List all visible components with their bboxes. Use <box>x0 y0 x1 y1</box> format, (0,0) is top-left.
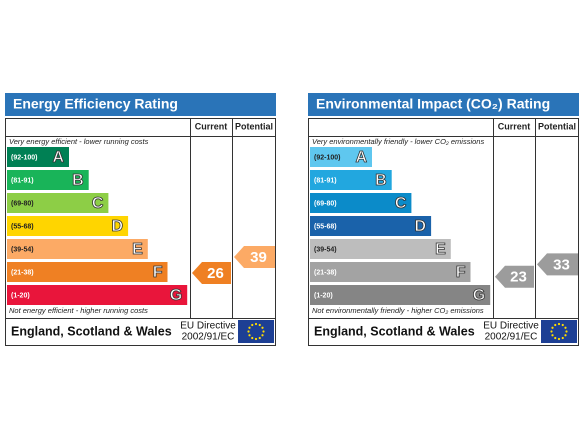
panel-title: Environmental Impact (CO₂) Rating <box>316 96 550 112</box>
band <box>310 147 372 167</box>
eu-star <box>251 323 254 327</box>
eu-star <box>248 326 251 329</box>
eu-star <box>262 330 265 333</box>
rating-arrow <box>495 265 534 288</box>
rating-arrow <box>192 262 231 285</box>
band-letter: G <box>473 287 485 304</box>
band-letter: G <box>170 287 182 304</box>
eu-star <box>565 330 568 333</box>
band-letter: F <box>456 264 466 281</box>
eu-star <box>554 336 557 340</box>
eu-star <box>254 322 258 326</box>
band-letter: E <box>435 241 446 258</box>
eu-star <box>247 330 250 333</box>
band-range: (92-100) <box>11 154 37 161</box>
top-note: Very energy efficient - lower running co… <box>9 137 149 146</box>
region: England, Scotland & Wales <box>11 324 172 338</box>
eu-star <box>554 323 557 327</box>
band-letter: D <box>112 218 124 235</box>
panel-title: Energy Efficiency Rating <box>13 96 178 112</box>
band <box>7 193 109 213</box>
panel-box <box>308 118 579 346</box>
eu-star <box>261 334 264 337</box>
column-header: Current <box>195 121 228 131</box>
band-range: (81-91) <box>314 177 337 184</box>
band-range: (21-38) <box>314 269 337 276</box>
title-bar <box>5 93 276 116</box>
rating-value: 33 <box>553 256 570 273</box>
eu-star <box>550 330 553 333</box>
band <box>310 170 392 190</box>
eu-star <box>564 334 567 337</box>
rating-arrow <box>234 246 275 269</box>
column-header: Current <box>498 121 531 131</box>
band-range: (21-38) <box>11 269 34 276</box>
directive: 2002/91/EC <box>182 332 235 343</box>
band-range: (39-54) <box>11 246 34 253</box>
band <box>7 262 168 282</box>
top-note: Very environmentally friendly - lower CO… <box>312 137 484 146</box>
eu-star <box>557 322 561 326</box>
band-letter: B <box>375 172 387 189</box>
band-range: (39-54) <box>314 246 337 253</box>
column-header: Potential <box>235 121 273 131</box>
rating-value: 26 <box>207 265 224 282</box>
band <box>7 285 188 305</box>
column-header: Potential <box>538 121 576 131</box>
band <box>7 147 69 167</box>
band <box>7 216 129 236</box>
band <box>310 216 432 236</box>
band <box>310 239 451 259</box>
eu-star <box>251 336 254 340</box>
eu-flag <box>541 320 577 343</box>
eu-star <box>258 323 261 327</box>
eu-star <box>258 336 261 340</box>
rating-value: 39 <box>250 249 267 266</box>
band <box>310 262 471 282</box>
band-letter: C <box>395 195 407 212</box>
rating-value: 23 <box>510 269 527 286</box>
band-letter: A <box>52 149 64 166</box>
band-range: (55-68) <box>11 223 34 230</box>
band-letter: C <box>92 195 104 212</box>
eu-star <box>248 334 251 337</box>
band-range: (92-100) <box>314 154 340 161</box>
band <box>7 170 89 190</box>
eu-star <box>564 326 567 329</box>
band-letter: B <box>72 172 84 189</box>
band-range: (81-91) <box>11 177 34 184</box>
eu-star <box>561 323 564 327</box>
band-letter: F <box>153 264 163 281</box>
band <box>310 285 491 305</box>
eu-flag <box>238 320 274 343</box>
band-letter: A <box>355 149 367 166</box>
eu-star <box>551 334 554 337</box>
eu-star <box>557 337 561 341</box>
band-range: (55-68) <box>314 223 337 230</box>
band-letter: D <box>415 218 427 235</box>
band <box>310 193 412 213</box>
bottom-note: Not energy efficient - higher running co… <box>9 306 148 315</box>
bottom-note: Not environmentally friendly - higher CO… <box>312 306 484 315</box>
title-bar <box>308 93 579 116</box>
band-range: (69-80) <box>11 200 34 207</box>
band <box>7 239 148 259</box>
region: England, Scotland & Wales <box>314 324 475 338</box>
band-range: (1-20) <box>314 292 333 299</box>
eu-star <box>561 336 564 340</box>
directive: EU Directive <box>483 321 539 332</box>
panel-box <box>5 118 276 346</box>
directive: EU Directive <box>180 321 236 332</box>
band-range: (69-80) <box>314 200 337 207</box>
rating-arrow <box>537 253 578 276</box>
eu-star <box>254 337 258 341</box>
directive: 2002/91/EC <box>485 332 538 343</box>
band-letter: E <box>132 241 143 258</box>
band-range: (1-20) <box>11 292 30 299</box>
eu-star <box>261 326 264 329</box>
eu-star <box>551 326 554 329</box>
